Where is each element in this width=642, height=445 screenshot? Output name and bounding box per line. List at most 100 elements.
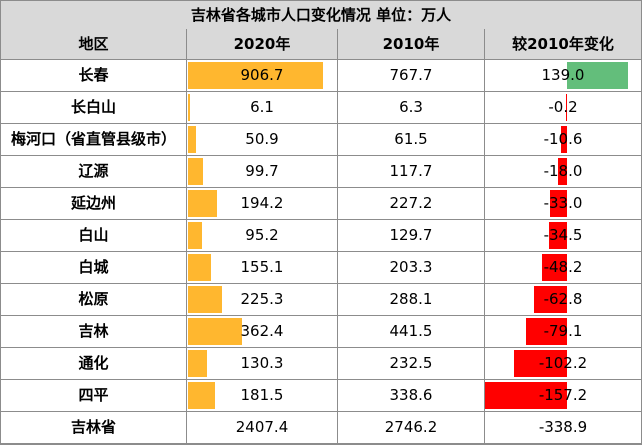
data-bar-change-negative xyxy=(525,318,567,345)
change-cell: -0.2 xyxy=(485,92,641,124)
value-2020-cell: 95.2 xyxy=(187,220,338,252)
data-bar-change-negative xyxy=(557,158,567,185)
value-2010: 117.7 xyxy=(338,156,485,188)
value-2020-cell: 225.3 xyxy=(187,284,338,316)
region-name: 辽源 xyxy=(1,156,187,188)
value-2010: 227.2 xyxy=(338,188,485,220)
value-2020: 6.1 xyxy=(250,98,274,116)
data-bar-change-negative xyxy=(566,94,567,121)
change-cell: -48.2 xyxy=(485,252,641,284)
change-cell: -338.9 xyxy=(485,412,641,444)
data-bar-2020 xyxy=(188,350,208,377)
value-2010: 288.1 xyxy=(338,284,485,316)
change-value: -18.0 xyxy=(543,162,583,180)
value-2020-cell: 906.7 xyxy=(187,60,338,92)
region-name: 吉林 xyxy=(1,316,187,348)
value-2020-cell: 99.7 xyxy=(187,156,338,188)
change-cell: -157.2 xyxy=(485,380,641,412)
value-2020-cell: 155.1 xyxy=(187,252,338,284)
change-cell: -18.0 xyxy=(485,156,641,188)
data-bar-2020 xyxy=(188,318,242,345)
data-bar-2020 xyxy=(188,382,216,409)
data-bar-change-negative xyxy=(541,254,567,281)
value-2020: 95.2 xyxy=(245,226,279,244)
region-name: 松原 xyxy=(1,284,187,316)
data-bar-change-negative xyxy=(549,190,567,217)
change-value: -10.6 xyxy=(543,130,583,148)
region-name: 延边州 xyxy=(1,188,187,220)
change-value: 139.0 xyxy=(541,66,585,84)
region-name: 白山 xyxy=(1,220,187,252)
change-cell: 139.0 xyxy=(485,60,641,92)
header-2020: 2020年 xyxy=(187,29,338,60)
change-cell: -79.1 xyxy=(485,316,641,348)
value-2020-cell: 362.4 xyxy=(187,316,338,348)
value-2020-cell: 194.2 xyxy=(187,188,338,220)
change-value: -157.2 xyxy=(538,386,588,404)
data-bar-change-negative xyxy=(485,382,567,409)
value-2020: 225.3 xyxy=(240,290,284,308)
table-title: 吉林省各城市人口变化情况 单位：万人 xyxy=(1,1,641,30)
value-2020: 155.1 xyxy=(240,258,284,276)
value-2010: 232.5 xyxy=(338,348,485,380)
change-value: -33.0 xyxy=(543,194,583,212)
region-name: 四平 xyxy=(1,380,187,412)
header-2010: 2010年 xyxy=(338,29,485,60)
value-2010: 767.7 xyxy=(338,60,485,92)
value-2010: 203.3 xyxy=(338,252,485,284)
value-2020: 99.7 xyxy=(245,162,279,180)
data-bar-2020 xyxy=(188,190,217,217)
value-2010: 338.6 xyxy=(338,380,485,412)
change-value: -62.8 xyxy=(543,290,583,308)
data-bar-2020 xyxy=(188,222,203,249)
change-value: -34.5 xyxy=(543,226,583,244)
value-2020-cell: 130.3 xyxy=(187,348,338,380)
change-cell: -10.6 xyxy=(485,124,641,156)
value-2020: 181.5 xyxy=(240,386,284,404)
data-bar-2020 xyxy=(188,286,222,313)
value-2020: 2407.4 xyxy=(235,418,289,436)
value-2010: 441.5 xyxy=(338,316,485,348)
value-2020-cell: 181.5 xyxy=(187,380,338,412)
change-value: -102.2 xyxy=(538,354,588,372)
change-value: -48.2 xyxy=(543,258,583,276)
header-region: 地区 xyxy=(1,29,187,60)
change-value: -0.2 xyxy=(548,98,578,116)
header-change: 较2010年变化 xyxy=(485,29,641,60)
data-bar-change-negative xyxy=(534,286,567,313)
change-value: -338.9 xyxy=(538,418,588,436)
value-2010: 6.3 xyxy=(338,92,485,124)
region-name: 长春 xyxy=(1,60,187,92)
data-bar-change-negative xyxy=(513,350,567,377)
change-cell: -102.2 xyxy=(485,348,641,380)
value-2020: 50.9 xyxy=(245,130,279,148)
value-2020-cell: 6.1 xyxy=(187,92,338,124)
value-2020: 130.3 xyxy=(240,354,284,372)
change-value: -79.1 xyxy=(543,322,583,340)
value-2020: 906.7 xyxy=(240,66,284,84)
region-name: 白城 xyxy=(1,252,187,284)
data-bar-2020 xyxy=(188,94,190,121)
change-cell: -62.8 xyxy=(485,284,641,316)
value-2020: 362.4 xyxy=(240,322,284,340)
change-cell: -33.0 xyxy=(485,188,641,220)
value-2020-cell: 50.9 xyxy=(187,124,338,156)
region-name: 通化 xyxy=(1,348,187,380)
data-bar-change-positive xyxy=(567,62,628,89)
data-bar-change-negative xyxy=(549,222,567,249)
region-name: 吉林省 xyxy=(1,412,187,444)
value-2010: 61.5 xyxy=(338,124,485,156)
value-2010: 129.7 xyxy=(338,220,485,252)
value-2020-cell: 2407.4 xyxy=(187,412,338,444)
value-2020: 194.2 xyxy=(240,194,284,212)
region-name: 梅河口（省直管县级市） xyxy=(1,124,187,156)
change-cell: -34.5 xyxy=(485,220,641,252)
data-bar-change-negative xyxy=(561,126,567,153)
data-bar-2020 xyxy=(188,126,196,153)
data-bar-2020 xyxy=(188,158,203,185)
value-2010: 2746.2 xyxy=(338,412,485,444)
data-bar-2020 xyxy=(188,254,212,281)
region-name: 长白山 xyxy=(1,92,187,124)
data-bar-2020 xyxy=(188,62,324,89)
